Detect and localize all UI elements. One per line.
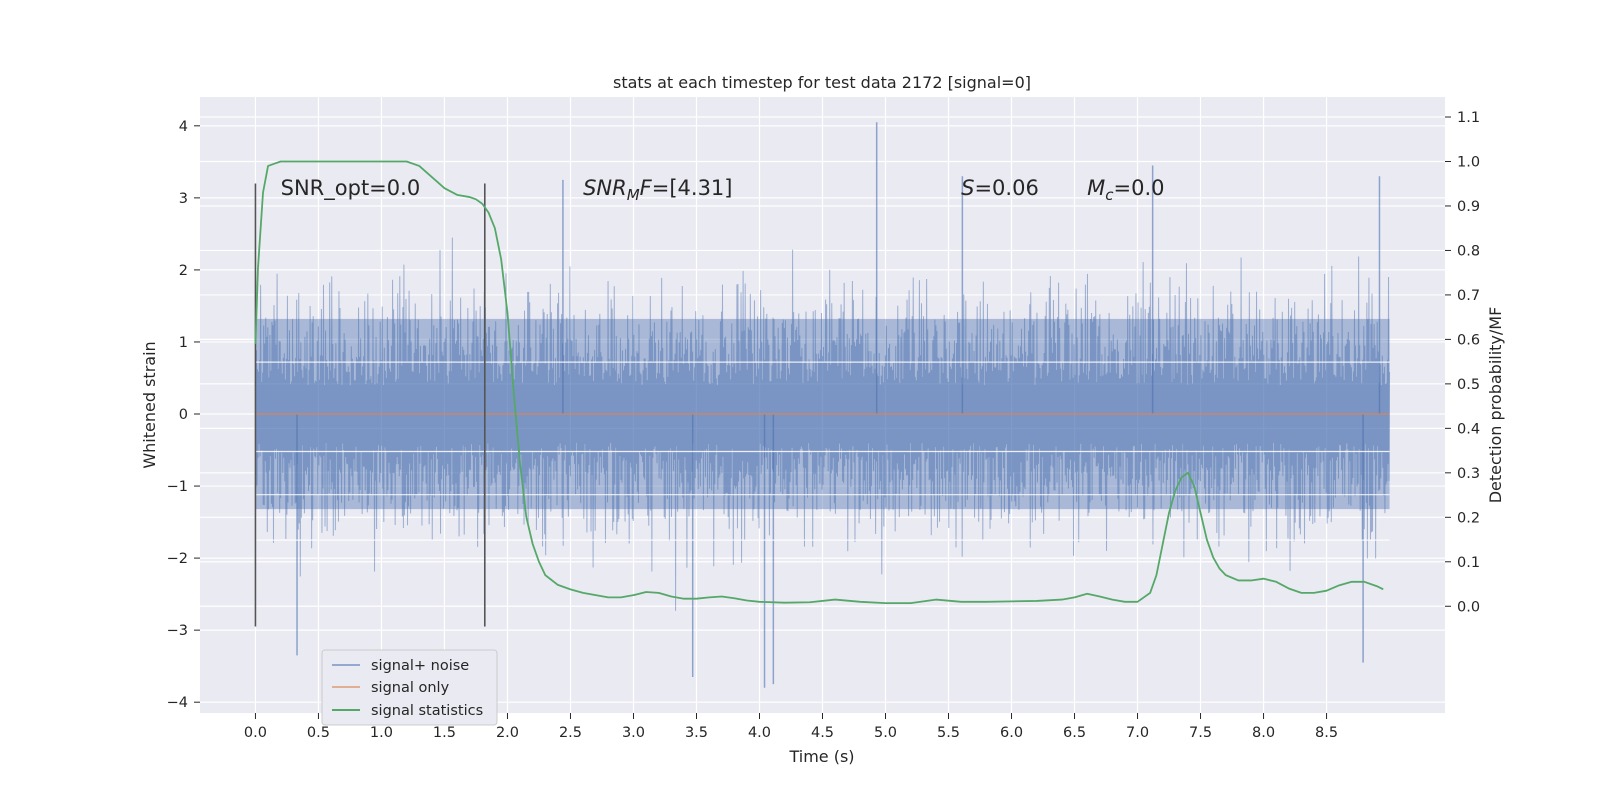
x-tick-label: 3.0 (622, 725, 645, 741)
annotation-part: S (961, 176, 974, 200)
y-tick-label: −3 (167, 623, 188, 639)
legend-label-signal-statistics: signal statistics (371, 703, 483, 719)
y-tick-label: 1 (179, 335, 188, 351)
annotation-part: SNR (583, 176, 627, 200)
y-tick-label: 4 (179, 119, 188, 135)
legend-label-signal-only: signal only (371, 680, 450, 696)
y2-tick-label: 0.8 (1457, 243, 1480, 259)
y2-tick-label: 0.1 (1457, 555, 1480, 571)
x-tick-label: 7.0 (1126, 725, 1149, 741)
y-axis-right-ticks: 1.1 1.0 0.9 0.8 0.7 0.6 0.5 0.4 0.3 0.2 0.1 0.0 (1445, 110, 1480, 615)
legend: signal+ noise signal only signal statist… (321, 649, 498, 726)
annotation-text: Mc=0.0 (1087, 176, 1164, 204)
annotation-part: F=[4.31] (640, 176, 733, 200)
y2-tick-label: 0.3 (1457, 466, 1480, 482)
legend-box (321, 649, 498, 726)
y2-tick-label: 0.6 (1457, 332, 1480, 348)
x-tick-label: 0.5 (307, 725, 330, 741)
x-tick-label: 4.5 (811, 725, 834, 741)
y2-tick-label: 0.5 (1457, 377, 1480, 393)
x-tick-label: 3.5 (685, 725, 708, 741)
x-axis-label: Time (s) (788, 747, 854, 766)
highlight-lines (255, 361, 1390, 541)
y2-tick-label: 0.9 (1457, 199, 1480, 215)
x-tick-label: 4.0 (748, 725, 771, 741)
x-axis-ticks: 0.0 0.5 1.0 1.5 2.0 2.5 3.0 3.5 4.0 4.5 5.0 5.5 6.0 6… (244, 713, 1338, 741)
annotation-part: =0.0 (1114, 176, 1165, 200)
y-tick-label: 2 (179, 263, 188, 279)
y-tick-label: −2 (167, 551, 188, 567)
noise-trace (254, 237, 1391, 611)
x-tick-label: 1.0 (370, 725, 393, 741)
y2-tick-label: 0.4 (1457, 421, 1480, 437)
y2-tick-label: 0.7 (1457, 288, 1480, 304)
annotation-part: M (627, 186, 640, 204)
x-tick-label: 7.5 (1189, 725, 1212, 741)
y-axis-left-ticks: 4 3 2 1 0 −1 −2 −3 −4 (167, 119, 200, 711)
y-tick-label: 0 (179, 407, 188, 423)
annotation-part: =[4.31] (652, 176, 733, 200)
annotation-part: =0.06 (974, 176, 1038, 200)
y-axis-label: Whitened strain (140, 341, 159, 468)
annotation-text: S=0.06 (961, 176, 1039, 200)
annotation-part: M (1087, 176, 1105, 200)
x-tick-label: 8.0 (1252, 725, 1275, 741)
legend-label-signal-noise: signal+ noise (371, 658, 469, 674)
y-tick-label: −1 (167, 479, 188, 495)
y2-tick-label: 1.1 (1457, 110, 1480, 126)
annotation-part: F (640, 176, 653, 200)
annotation-text: SNRMF=[4.31] (583, 176, 732, 204)
y2-tick-label: 0.0 (1457, 599, 1480, 615)
x-tick-label: 8.5 (1315, 725, 1338, 741)
x-tick-label: 6.0 (1000, 725, 1023, 741)
annotation-part: c (1105, 186, 1114, 204)
statistics-line (254, 160, 1384, 605)
series-signal-statistics (254, 160, 1384, 605)
x-tick-label: 2.0 (496, 725, 519, 741)
x-tick-label: 1.5 (433, 725, 456, 741)
chart-title: stats at each timestep for test data 217… (613, 73, 1031, 92)
marker-lines (254, 183, 486, 627)
x-tick-label: 5.5 (937, 725, 960, 741)
y-tick-label: 3 (179, 191, 188, 207)
y-tick-label: −4 (167, 695, 188, 711)
x-tick-label: 5.0 (874, 725, 897, 741)
x-tick-label: 6.5 (1063, 725, 1086, 741)
y2-tick-label: 0.2 (1457, 510, 1480, 526)
x-tick-label: 0.0 (244, 725, 267, 741)
y2-tick-label: 1.0 (1457, 154, 1480, 170)
y2-axis-label: Detection probability/MF (1486, 307, 1505, 504)
annotation-text: SNR_opt=0.0 (281, 176, 421, 201)
x-tick-label: 2.5 (559, 725, 582, 741)
annotations: SNR_opt=0.0 SNRMF=[4.31] S=0.06 Mc=0.0 (281, 176, 1165, 204)
